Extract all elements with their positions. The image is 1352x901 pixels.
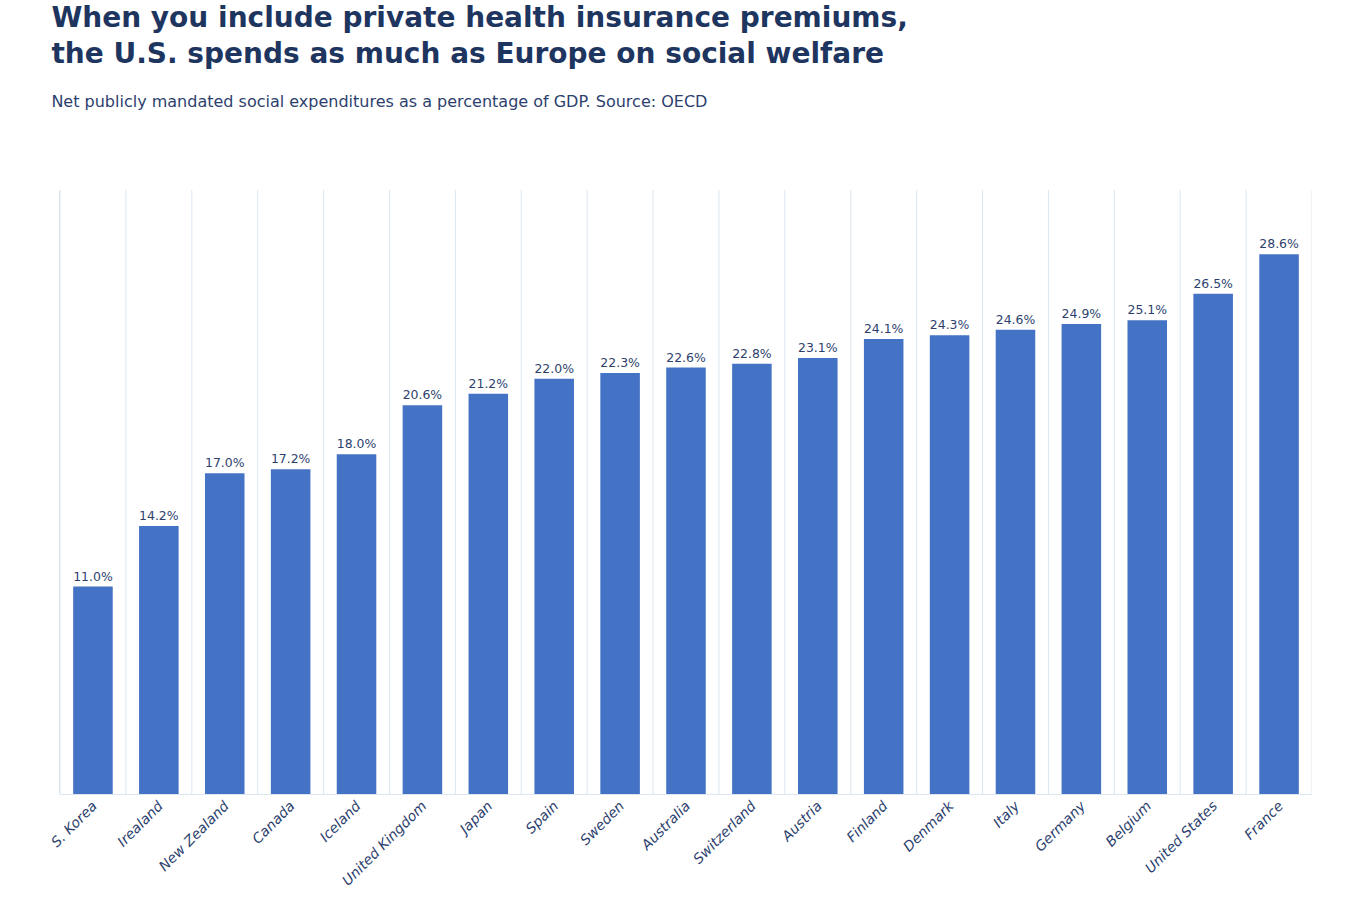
svg-text:Spain: Spain <box>522 798 561 837</box>
svg-text:26.5%: 26.5% <box>1193 276 1233 291</box>
svg-text:Austria: Austria <box>778 798 825 845</box>
svg-text:Australia: Australia <box>637 798 693 854</box>
svg-text:17.0%: 17.0% <box>205 455 245 470</box>
svg-text:20.6%: 20.6% <box>403 387 443 402</box>
svg-text:S. Korea: S. Korea <box>48 798 100 850</box>
svg-text:24.9%: 24.9% <box>1062 306 1102 321</box>
svg-text:21.2%: 21.2% <box>469 376 509 391</box>
svg-text:24.1%: 24.1% <box>864 321 904 336</box>
svg-text:22.8%: 22.8% <box>732 346 772 361</box>
svg-text:Canada: Canada <box>249 798 298 847</box>
svg-text:Finland: Finland <box>843 798 890 845</box>
svg-text:22.3%: 22.3% <box>600 355 640 370</box>
svg-text:Japan: Japan <box>454 798 495 839</box>
svg-text:Italy: Italy <box>990 797 1023 830</box>
svg-text:Sweden: Sweden <box>577 798 627 848</box>
svg-text:22.6%: 22.6% <box>666 350 706 365</box>
svg-text:New Zealand: New Zealand <box>155 798 231 874</box>
svg-text:Iceland: Iceland <box>316 798 363 845</box>
svg-text:France: France <box>1241 798 1286 843</box>
svg-text:17.2%: 17.2% <box>271 451 311 466</box>
svg-text:24.6%: 24.6% <box>996 312 1036 327</box>
svg-text:When you include private healt: When you include private health insuranc… <box>51 1 907 70</box>
svg-text:18.0%: 18.0% <box>337 436 377 451</box>
svg-text:24.3%: 24.3% <box>930 317 970 332</box>
svg-text:United States: United States <box>1142 798 1220 876</box>
svg-text:Germany: Germany <box>1031 797 1088 854</box>
svg-text:Switzerland: Switzerland <box>690 798 759 867</box>
svg-text:Net publicly mandated social e: Net publicly mandated social expenditure… <box>51 92 707 111</box>
svg-text:25.1%: 25.1% <box>1128 302 1168 317</box>
svg-text:28.6%: 28.6% <box>1259 236 1299 251</box>
svg-text:Denmark: Denmark <box>900 797 957 854</box>
svg-text:22.0%: 22.0% <box>534 361 574 376</box>
svg-text:Belgium: Belgium <box>1102 798 1154 850</box>
svg-text:14.2%: 14.2% <box>139 508 179 523</box>
svg-text:Irealand: Irealand <box>114 798 166 850</box>
svg-text:23.1%: 23.1% <box>798 340 838 355</box>
svg-text:United Kingdom: United Kingdom <box>339 798 430 889</box>
svg-text:11.0%: 11.0% <box>73 569 113 584</box>
